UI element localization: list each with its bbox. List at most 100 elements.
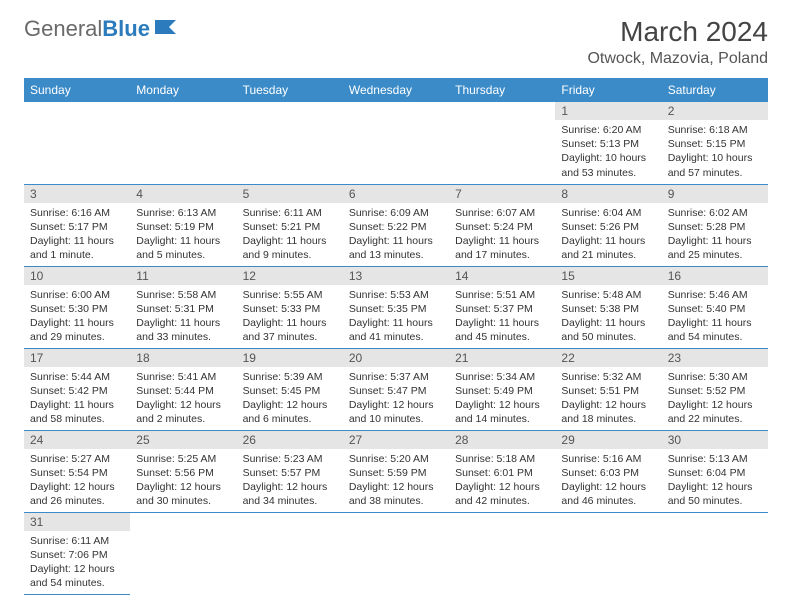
day-info: Sunrise: 5:18 AMSunset: 6:01 PMDaylight:… [449,449,555,512]
calendar-cell [24,102,130,184]
flag-icon [154,16,180,42]
calendar-body: 1Sunrise: 6:20 AMSunset: 5:13 PMDaylight… [24,102,768,594]
day-info: Sunrise: 5:46 AMSunset: 5:40 PMDaylight:… [662,285,768,348]
day-number: 15 [555,267,661,285]
calendar-row: 10Sunrise: 6:00 AMSunset: 5:30 PMDayligh… [24,266,768,348]
day-info: Sunrise: 6:04 AMSunset: 5:26 PMDaylight:… [555,203,661,266]
logo-text-1: General [24,16,102,42]
calendar-cell: 26Sunrise: 5:23 AMSunset: 5:57 PMDayligh… [237,430,343,512]
day-info: Sunrise: 5:44 AMSunset: 5:42 PMDaylight:… [24,367,130,430]
calendar-cell: 2Sunrise: 6:18 AMSunset: 5:15 PMDaylight… [662,102,768,184]
day-info: Sunrise: 5:41 AMSunset: 5:44 PMDaylight:… [130,367,236,430]
day-info: Sunrise: 5:13 AMSunset: 6:04 PMDaylight:… [662,449,768,512]
day-number: 31 [24,513,130,531]
calendar-cell: 9Sunrise: 6:02 AMSunset: 5:28 PMDaylight… [662,184,768,266]
weekday-header-row: Sunday Monday Tuesday Wednesday Thursday… [24,78,768,102]
calendar-cell [343,102,449,184]
day-number: 28 [449,431,555,449]
calendar-cell: 29Sunrise: 5:16 AMSunset: 6:03 PMDayligh… [555,430,661,512]
day-info: Sunrise: 5:25 AMSunset: 5:56 PMDaylight:… [130,449,236,512]
day-info: Sunrise: 6:18 AMSunset: 5:15 PMDaylight:… [662,120,768,183]
day-number: 2 [662,102,768,120]
calendar-cell: 31Sunrise: 6:11 AMSunset: 7:06 PMDayligh… [24,512,130,594]
day-info: Sunrise: 5:27 AMSunset: 5:54 PMDaylight:… [24,449,130,512]
calendar-cell: 27Sunrise: 5:20 AMSunset: 5:59 PMDayligh… [343,430,449,512]
logo: GeneralBlue [24,16,180,42]
day-number: 18 [130,349,236,367]
header: GeneralBlue March 2024 Otwock, Mazovia, … [24,16,768,68]
day-number: 7 [449,185,555,203]
day-number: 6 [343,185,449,203]
calendar-cell: 20Sunrise: 5:37 AMSunset: 5:47 PMDayligh… [343,348,449,430]
calendar-cell: 6Sunrise: 6:09 AMSunset: 5:22 PMDaylight… [343,184,449,266]
calendar-cell: 30Sunrise: 5:13 AMSunset: 6:04 PMDayligh… [662,430,768,512]
day-number: 10 [24,267,130,285]
day-number: 9 [662,185,768,203]
calendar-row: 1Sunrise: 6:20 AMSunset: 5:13 PMDaylight… [24,102,768,184]
calendar-cell [130,512,236,594]
calendar-cell: 18Sunrise: 5:41 AMSunset: 5:44 PMDayligh… [130,348,236,430]
calendar-row: 3Sunrise: 6:16 AMSunset: 5:17 PMDaylight… [24,184,768,266]
calendar-cell: 3Sunrise: 6:16 AMSunset: 5:17 PMDaylight… [24,184,130,266]
day-number: 22 [555,349,661,367]
day-number: 29 [555,431,661,449]
calendar-cell [237,512,343,594]
calendar-cell: 28Sunrise: 5:18 AMSunset: 6:01 PMDayligh… [449,430,555,512]
day-info: Sunrise: 6:11 AMSunset: 5:21 PMDaylight:… [237,203,343,266]
calendar-cell: 7Sunrise: 6:07 AMSunset: 5:24 PMDaylight… [449,184,555,266]
weekday-header: Thursday [449,78,555,102]
calendar-cell: 25Sunrise: 5:25 AMSunset: 5:56 PMDayligh… [130,430,236,512]
day-number: 16 [662,267,768,285]
day-info: Sunrise: 6:02 AMSunset: 5:28 PMDaylight:… [662,203,768,266]
day-number: 4 [130,185,236,203]
day-number: 30 [662,431,768,449]
day-info: Sunrise: 6:16 AMSunset: 5:17 PMDaylight:… [24,203,130,266]
calendar-cell [555,512,661,594]
day-number: 12 [237,267,343,285]
day-info: Sunrise: 6:13 AMSunset: 5:19 PMDaylight:… [130,203,236,266]
weekday-header: Sunday [24,78,130,102]
calendar-table: Sunday Monday Tuesday Wednesday Thursday… [24,78,768,595]
day-number: 5 [237,185,343,203]
day-number: 8 [555,185,661,203]
calendar-cell: 21Sunrise: 5:34 AMSunset: 5:49 PMDayligh… [449,348,555,430]
day-info: Sunrise: 6:07 AMSunset: 5:24 PMDaylight:… [449,203,555,266]
calendar-cell: 10Sunrise: 6:00 AMSunset: 5:30 PMDayligh… [24,266,130,348]
day-number: 21 [449,349,555,367]
logo-text-2: Blue [102,16,150,42]
weekday-header: Tuesday [237,78,343,102]
calendar-cell: 11Sunrise: 5:58 AMSunset: 5:31 PMDayligh… [130,266,236,348]
calendar-cell: 19Sunrise: 5:39 AMSunset: 5:45 PMDayligh… [237,348,343,430]
day-number: 23 [662,349,768,367]
calendar-row: 24Sunrise: 5:27 AMSunset: 5:54 PMDayligh… [24,430,768,512]
calendar-cell: 22Sunrise: 5:32 AMSunset: 5:51 PMDayligh… [555,348,661,430]
calendar-cell [449,512,555,594]
calendar-cell [237,102,343,184]
weekday-header: Saturday [662,78,768,102]
day-info: Sunrise: 5:34 AMSunset: 5:49 PMDaylight:… [449,367,555,430]
calendar-cell: 15Sunrise: 5:48 AMSunset: 5:38 PMDayligh… [555,266,661,348]
day-number: 11 [130,267,236,285]
day-number: 1 [555,102,661,120]
day-number: 25 [130,431,236,449]
day-number: 17 [24,349,130,367]
day-info: Sunrise: 5:30 AMSunset: 5:52 PMDaylight:… [662,367,768,430]
title-block: March 2024 Otwock, Mazovia, Poland [587,16,768,68]
calendar-cell [662,512,768,594]
location: Otwock, Mazovia, Poland [587,50,768,68]
day-number: 24 [24,431,130,449]
day-info: Sunrise: 5:20 AMSunset: 5:59 PMDaylight:… [343,449,449,512]
day-info: Sunrise: 5:16 AMSunset: 6:03 PMDaylight:… [555,449,661,512]
day-info: Sunrise: 6:20 AMSunset: 5:13 PMDaylight:… [555,120,661,183]
day-info: Sunrise: 5:58 AMSunset: 5:31 PMDaylight:… [130,285,236,348]
day-number: 13 [343,267,449,285]
day-info: Sunrise: 6:11 AMSunset: 7:06 PMDaylight:… [24,531,130,594]
day-info: Sunrise: 5:32 AMSunset: 5:51 PMDaylight:… [555,367,661,430]
day-number: 3 [24,185,130,203]
day-info: Sunrise: 5:51 AMSunset: 5:37 PMDaylight:… [449,285,555,348]
calendar-cell: 13Sunrise: 5:53 AMSunset: 5:35 PMDayligh… [343,266,449,348]
day-info: Sunrise: 5:53 AMSunset: 5:35 PMDaylight:… [343,285,449,348]
calendar-cell: 12Sunrise: 5:55 AMSunset: 5:33 PMDayligh… [237,266,343,348]
day-info: Sunrise: 6:09 AMSunset: 5:22 PMDaylight:… [343,203,449,266]
weekday-header: Wednesday [343,78,449,102]
